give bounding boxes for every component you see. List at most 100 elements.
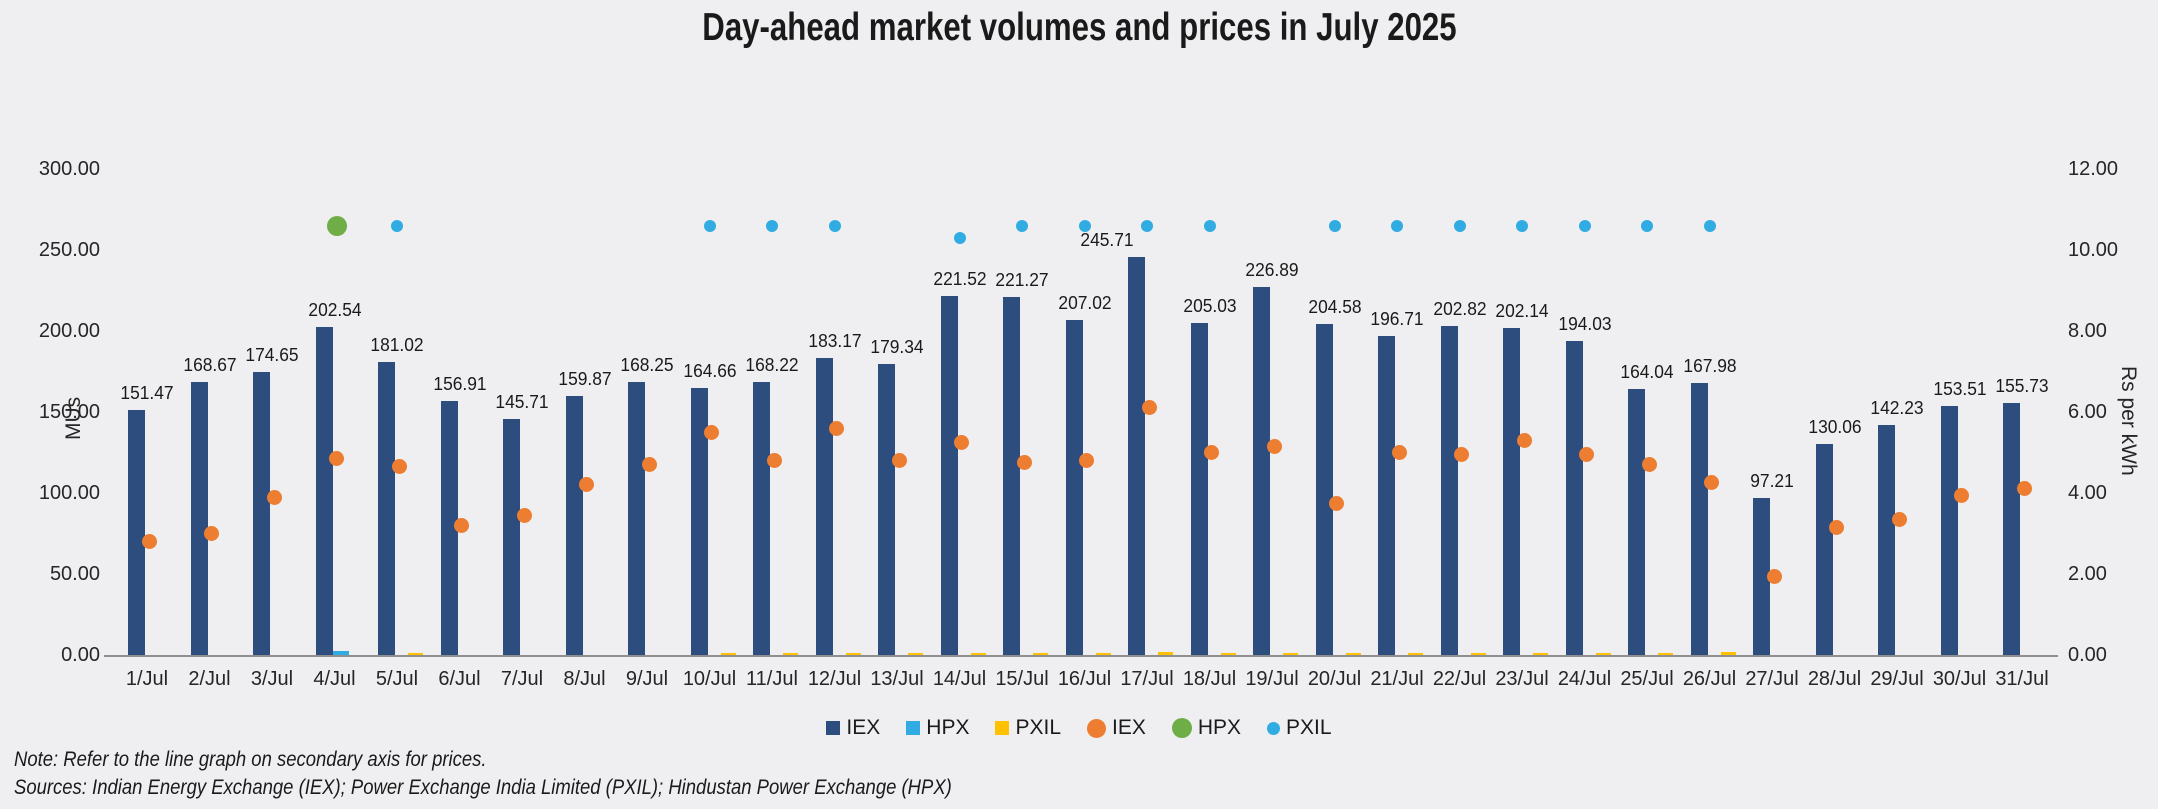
iex-volume-bar (1940, 406, 1958, 655)
iex-volume-bar (315, 326, 333, 655)
iex-price-dot (1141, 400, 1157, 416)
bar-value-label: 145.71 (495, 390, 549, 412)
circle-marker-icon (1087, 718, 1106, 738)
left-axis-tick-label: 250.00 (38, 239, 100, 261)
iex-price-dot (579, 477, 594, 493)
x-tick-label: 23/Jul (1495, 668, 1549, 690)
iex-price-dot (1329, 495, 1344, 511)
pxil-volume-bar (1595, 653, 1611, 655)
pxil-volume-bar (720, 652, 736, 655)
iex-volume-bar (1065, 319, 1083, 655)
iex-volume-bar (1815, 444, 1833, 655)
iex-price-dot (1829, 519, 1844, 535)
bar-value-label: 142.23 (1870, 396, 1924, 418)
iex-volume-bar (1440, 326, 1458, 655)
left-axis-tick-label: 300.00 (38, 158, 100, 180)
circle-marker-icon (1171, 718, 1192, 738)
bar-value-label: 205.03 (1182, 294, 1237, 316)
bar-value-label: 202.14 (1495, 299, 1549, 321)
pxil-volume-bar (845, 653, 861, 655)
legend-item-hpx-circle: HPX (1171, 716, 1241, 740)
bar-value-label: 156.91 (432, 372, 487, 394)
pxil-volume-bar (1220, 653, 1236, 655)
iex-volume-bar (378, 361, 395, 655)
iex-volume-bar (190, 381, 208, 655)
iex-price-dot (1641, 457, 1657, 473)
legend-label: IEX (1112, 716, 1146, 739)
iex-volume-bar (1315, 323, 1333, 655)
right-axis-tick-label: 12.00 (2068, 158, 2119, 180)
iex-volume-bar (628, 382, 645, 655)
bar-value-label: 179.34 (870, 336, 924, 358)
iex-price-dot (391, 459, 407, 475)
pxil-price-dot (1203, 219, 1216, 232)
pxil-volume-bar (970, 653, 986, 655)
pxil-price-dot (1391, 219, 1403, 232)
legend-label: IEX (846, 716, 881, 739)
x-tick-label: 22/Jul (1432, 668, 1487, 690)
bar-value-label: 164.04 (1620, 361, 1674, 383)
iex-price-dot (516, 507, 532, 523)
legend-item-pxil-circle: PXIL (1267, 716, 1332, 740)
x-tick-label: 26/Jul (1682, 668, 1737, 690)
pxil-volume-bar (783, 653, 798, 655)
bar-value-label: 194.03 (1557, 312, 1612, 334)
iex-price-dot (766, 453, 782, 469)
x-tick-label: 10/Jul (682, 668, 737, 690)
iex-volume-bar (1128, 256, 1145, 655)
right-axis-tick-label: 2.00 (2068, 563, 2107, 585)
bar-value-label: 226.89 (1245, 259, 1299, 281)
right-axis-tick-label: 0.00 (2068, 644, 2107, 666)
legend-label: PXIL (1286, 716, 1332, 739)
bar-value-label: 196.71 (1370, 308, 1424, 330)
right-axis-tick-label: 8.00 (2068, 320, 2107, 342)
x-tick-label: 31/Jul (1995, 668, 2049, 690)
left-axis-tick-label: 100.00 (38, 482, 100, 504)
iex-volume-bar (1690, 382, 1708, 655)
pxil-price-dot (1328, 219, 1341, 232)
left-axis-tick-label: 200.00 (38, 320, 100, 342)
bar-value-label: 204.58 (1307, 295, 1362, 317)
pxil-volume-bar (1658, 653, 1673, 655)
iex-price-dot (1954, 487, 1969, 503)
iex-price-dot (829, 420, 844, 436)
legend-item-pxil-square: PXIL (995, 716, 1061, 740)
iex-price-dot (1579, 447, 1594, 463)
x-tick-label: 4/Jul (313, 668, 356, 690)
iex-price-dot (1391, 445, 1407, 460)
pxil-volume-bar (1470, 653, 1486, 655)
pxil-volume-bar (1158, 651, 1173, 655)
bar-value-label: 153.51 (1932, 378, 1987, 400)
pxil-price-dot (766, 219, 778, 232)
pxil-volume-bar (1095, 652, 1111, 655)
legend-item-hpx-square: HPX (906, 716, 969, 740)
left-axis-tick-label: 0.00 (61, 644, 100, 666)
bar-value-label: 181.02 (370, 333, 424, 355)
iex-volume-bar (503, 418, 520, 655)
x-tick-label: 28/Jul (1807, 668, 1862, 690)
x-tick-label: 25/Jul (1620, 668, 1674, 690)
pxil-price-dot (1703, 219, 1716, 232)
circle-marker-icon (1267, 721, 1281, 735)
iex-volume-bar (440, 400, 458, 655)
iex-price-dot (1204, 445, 1219, 460)
right-axis-tick-label: 4.00 (2068, 482, 2107, 504)
left-axis-tick-label: 150.00 (38, 401, 100, 423)
x-tick-label: 21/Jul (1370, 668, 1424, 690)
bar-value-label: 245.71 (1080, 228, 1134, 250)
pxil-price-dot (1141, 219, 1153, 232)
iex-price-dot (1266, 438, 1282, 454)
x-tick-label: 27/Jul (1745, 668, 1799, 690)
legend-label: PXIL (1015, 716, 1061, 739)
chart-title: Day-ahead market volumes and prices in J… (0, 6, 2158, 50)
iex-price-dot (204, 526, 219, 541)
iex-price-dot (1766, 568, 1782, 584)
iex-price-dot (891, 453, 907, 469)
iex-volume-bar (1503, 327, 1520, 655)
iex-price-dot (266, 489, 282, 505)
x-tick-label: 8/Jul (563, 668, 606, 690)
pxil-price-dot (1453, 219, 1466, 232)
iex-volume-bar (878, 364, 895, 655)
iex-volume-bar (565, 396, 583, 655)
pxil-volume-bar (1345, 652, 1361, 655)
